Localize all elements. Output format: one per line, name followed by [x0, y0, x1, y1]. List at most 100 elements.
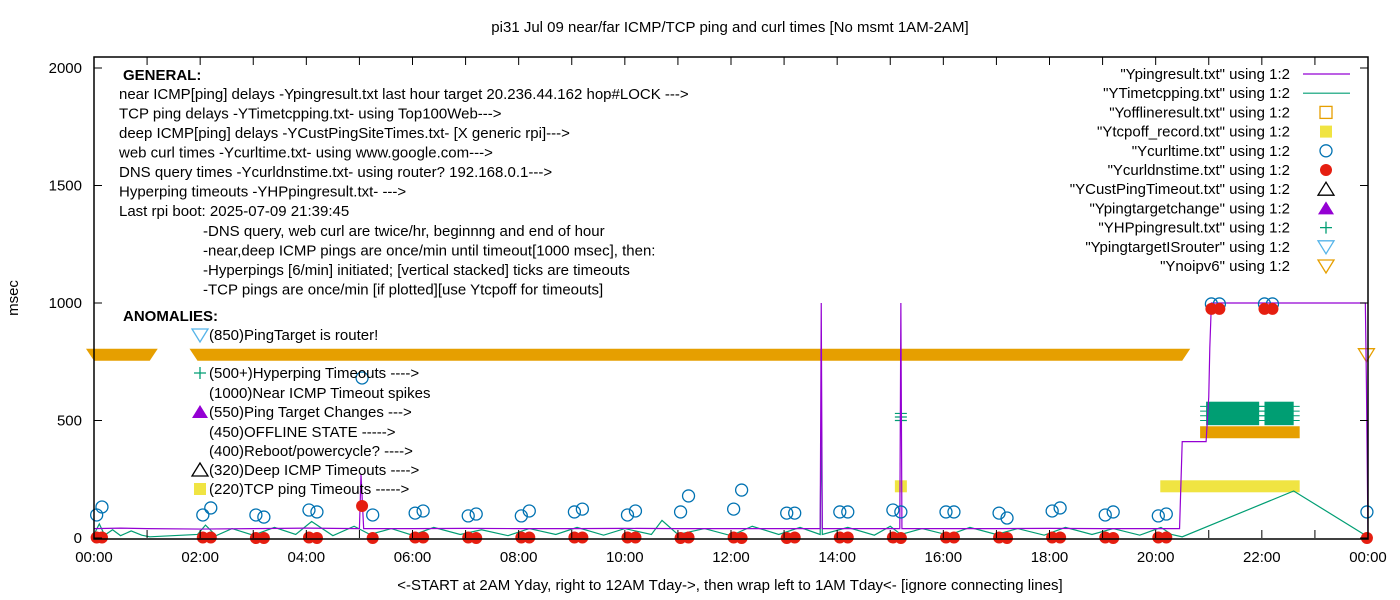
general-line: DNS query times -Ycurldnstime.txt- using… — [119, 164, 552, 181]
legend-marker-swatch — [1319, 105, 1333, 120]
dns-time-marker — [470, 532, 483, 544]
x-tick-label: 02:00 — [181, 549, 219, 566]
curl-time-marker — [408, 506, 422, 520]
legend-marker-swatch — [1318, 201, 1334, 215]
y-tick-label: 2000 — [49, 60, 82, 77]
legend-marker-swatch — [1316, 259, 1336, 275]
curl-time-marker — [522, 504, 536, 518]
curl-time-marker — [469, 507, 483, 521]
legend-label: "YHPpingresult.txt" using 1:2 — [1098, 220, 1290, 237]
curl-time-marker — [461, 509, 475, 523]
x-tick-label: 22:00 — [1243, 549, 1281, 566]
legend-label: "Yofflineresult.txt" using 1:2 — [1109, 104, 1290, 121]
legend-marker-swatch — [1316, 180, 1336, 196]
curl-time-marker — [514, 509, 528, 523]
general-note: -near,deep ICMP pings are once/min until… — [203, 243, 655, 260]
curl-time-marker — [673, 505, 688, 519]
tcpoff-marker — [894, 480, 907, 493]
dns-time-marker — [1266, 302, 1279, 315]
curl-time-marker — [894, 505, 908, 519]
y-axis-label: msec — [5, 280, 22, 316]
x-tick-label: 14:00 — [818, 549, 856, 566]
anomaly-label: (320)Deep ICMP Timeouts ----> — [209, 462, 419, 479]
curl-time-marker — [355, 371, 369, 385]
curl-time-marker — [366, 508, 380, 522]
curl-time-marker — [249, 508, 263, 522]
legend-marker-swatch — [1320, 125, 1332, 138]
anomaly-key-icon-stroke — [194, 367, 206, 379]
curl-time-marker — [833, 505, 847, 519]
dns-time-marker — [682, 531, 695, 544]
dns-time-marker — [629, 531, 642, 544]
x-tick-label: 04:00 — [288, 549, 326, 566]
curl-time-marker — [1360, 505, 1374, 519]
x-tick-label: 06:00 — [394, 549, 432, 566]
general-line: Hyperping timeouts -YHPpingresult.txt- -… — [119, 184, 406, 201]
offline-band — [1200, 426, 1300, 439]
dns-time-marker — [735, 532, 748, 544]
dns-time-marker — [1054, 531, 1067, 544]
curl-time-marker — [196, 508, 210, 522]
curl-time-marker — [1045, 504, 1059, 518]
anomaly-label: (450)OFFLINE STATE -----> — [209, 424, 396, 441]
dns-time-marker — [366, 532, 379, 544]
legend-marker-swatch — [1320, 221, 1332, 234]
legend-label: "YCustPingTimeout.txt" using 1:2 — [1070, 181, 1290, 198]
anomaly-key-icon — [190, 328, 210, 344]
x-tick-label: 00:00 — [75, 549, 113, 566]
dns-time-marker — [204, 531, 217, 544]
curl-time-marker — [1159, 507, 1173, 521]
anomalies-key: ANOMALIES: (850)PingTarget is router! (500… — [123, 308, 430, 498]
tcpoff-band — [1160, 480, 1300, 493]
curl-time-marker — [620, 508, 635, 522]
legend-label: "Ypingresult.txt" using 1:2 — [1120, 66, 1290, 83]
x-tick-label: 08:00 — [500, 549, 538, 566]
anomaly-key-icon — [194, 483, 206, 495]
curl-time-marker — [628, 504, 643, 518]
anomaly-label: (850)PingTarget is router! — [209, 327, 378, 344]
y-tick-label: 0 — [74, 530, 82, 547]
general-line: deep ICMP[ping] delays -YCustPingSiteTim… — [119, 125, 570, 142]
legend-label: "Ytcpoff_record.txt" using 1:2 — [1097, 124, 1290, 141]
curl-time-marker — [310, 505, 324, 519]
curl-time-marker — [302, 503, 316, 517]
curl-time-marker — [992, 506, 1006, 520]
dns-time-marker — [417, 531, 430, 544]
dns-time-marker — [1107, 532, 1120, 544]
legend-label: "YpingtargetISrouter" using 1:2 — [1085, 239, 1290, 256]
general-heading: GENERAL: — [123, 67, 201, 84]
y-tick-label: 1000 — [49, 295, 82, 312]
dns-time-marker — [947, 531, 960, 544]
curl-time-marker — [886, 503, 900, 517]
curl-time-marker — [681, 489, 696, 503]
curl-time-marker — [939, 505, 953, 519]
x-tick-label: 10:00 — [606, 549, 644, 566]
dns-time-marker — [523, 531, 536, 544]
general-line: Last rpi boot: 2025-07-09 21:39:45 — [119, 203, 349, 220]
noipv6-band — [189, 348, 1191, 361]
general-note: -TCP pings are once/min [if plotted][use… — [203, 282, 603, 299]
anomalies-heading: ANOMALIES: — [123, 308, 218, 325]
curl-time-marker — [95, 500, 109, 514]
legend-label: "YTimetcpping.txt" using 1:2 — [1103, 85, 1290, 102]
general-notes: GENERAL: near ICMP[ping] delays -Ypingres… — [118, 67, 689, 299]
anomaly-key-icon — [190, 461, 210, 477]
y-tick-label: 500 — [57, 413, 82, 430]
anomaly-label: (400)Reboot/powercycle? ----> — [209, 443, 413, 460]
y-tick-label: 1500 — [49, 178, 82, 195]
dns-time-marker — [1213, 302, 1226, 315]
legend-label: "Ypingtargetchange" using 1:2 — [1089, 200, 1290, 217]
anomaly-key-icon — [194, 367, 206, 379]
dns-time-marker — [310, 532, 323, 544]
hyperping-band — [1206, 401, 1260, 426]
curl-time-marker — [416, 504, 430, 518]
general-note: -Hyperpings [6/min] initiated; [vertical… — [203, 262, 630, 279]
dns-time-marker — [788, 531, 801, 544]
curl-time-marker — [1098, 508, 1112, 522]
curl-time-marker — [575, 502, 590, 516]
anomaly-label: (500+)Hyperping Timeouts ----> — [209, 365, 419, 382]
dns-time-marker — [841, 531, 854, 544]
curl-time-marker — [727, 502, 741, 516]
legend-marker-swatch — [1316, 240, 1336, 256]
x-tick-label: 16:00 — [925, 549, 963, 566]
